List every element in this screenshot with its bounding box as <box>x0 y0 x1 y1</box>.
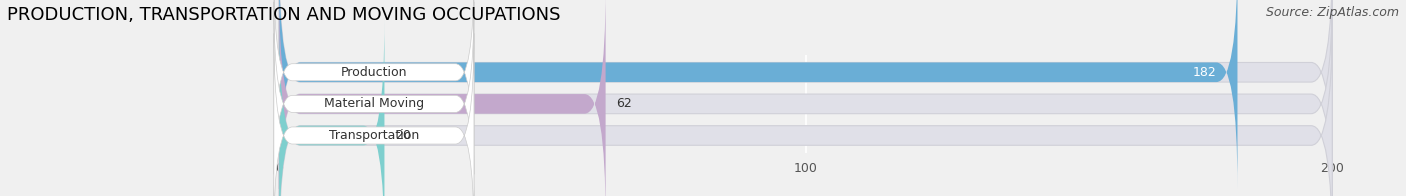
Text: 20: 20 <box>395 129 411 142</box>
FancyBboxPatch shape <box>274 0 474 174</box>
FancyBboxPatch shape <box>280 0 1333 196</box>
Text: PRODUCTION, TRANSPORTATION AND MOVING OCCUPATIONS: PRODUCTION, TRANSPORTATION AND MOVING OC… <box>7 6 561 24</box>
FancyBboxPatch shape <box>274 2 474 196</box>
Text: 182: 182 <box>1192 66 1216 79</box>
Text: Production: Production <box>340 66 408 79</box>
Text: Source: ZipAtlas.com: Source: ZipAtlas.com <box>1265 6 1399 19</box>
FancyBboxPatch shape <box>280 0 1333 189</box>
FancyBboxPatch shape <box>280 0 1237 189</box>
FancyBboxPatch shape <box>274 33 474 196</box>
FancyBboxPatch shape <box>280 19 1333 196</box>
FancyBboxPatch shape <box>280 0 606 196</box>
Text: Material Moving: Material Moving <box>323 97 425 110</box>
Text: Transportation: Transportation <box>329 129 419 142</box>
FancyBboxPatch shape <box>280 19 384 196</box>
Text: 62: 62 <box>616 97 631 110</box>
